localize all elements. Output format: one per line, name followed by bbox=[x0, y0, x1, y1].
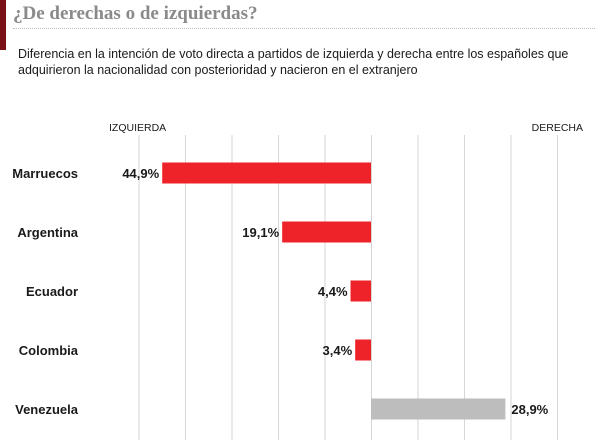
bar-argentina bbox=[282, 221, 371, 243]
title-divider bbox=[13, 28, 595, 29]
value-label: 44,9% bbox=[122, 166, 159, 181]
category-label: Venezuela bbox=[15, 402, 79, 417]
bars bbox=[162, 162, 506, 420]
labels: IZQUIERDA DERECHA Marruecos 44,9% Argentina 1… bbox=[12, 122, 583, 417]
category-label: Colombia bbox=[19, 343, 79, 358]
chart-subtitle: Diferencia en la intención de voto direc… bbox=[18, 47, 569, 77]
value-label: 3,4% bbox=[323, 343, 353, 358]
category-label: Ecuador bbox=[26, 284, 78, 299]
bar-marruecos bbox=[162, 162, 371, 184]
side-label-right: DERECHA bbox=[532, 122, 583, 134]
category-label: Argentina bbox=[17, 225, 78, 240]
grid-lines bbox=[138, 135, 558, 440]
bar-colombia bbox=[355, 339, 371, 361]
bar-venezuela bbox=[371, 398, 506, 420]
title-accent-bar bbox=[0, 0, 6, 50]
value-label: 19,1% bbox=[242, 225, 279, 240]
value-label: 28,9% bbox=[511, 402, 548, 417]
chart-title: ¿De derechas o de izquierdas? bbox=[13, 3, 258, 24]
category-label: Marruecos bbox=[12, 166, 78, 181]
side-label-left: IZQUIERDA bbox=[109, 122, 166, 134]
bar-ecuador bbox=[350, 280, 371, 302]
value-label: 4,4% bbox=[318, 284, 348, 299]
